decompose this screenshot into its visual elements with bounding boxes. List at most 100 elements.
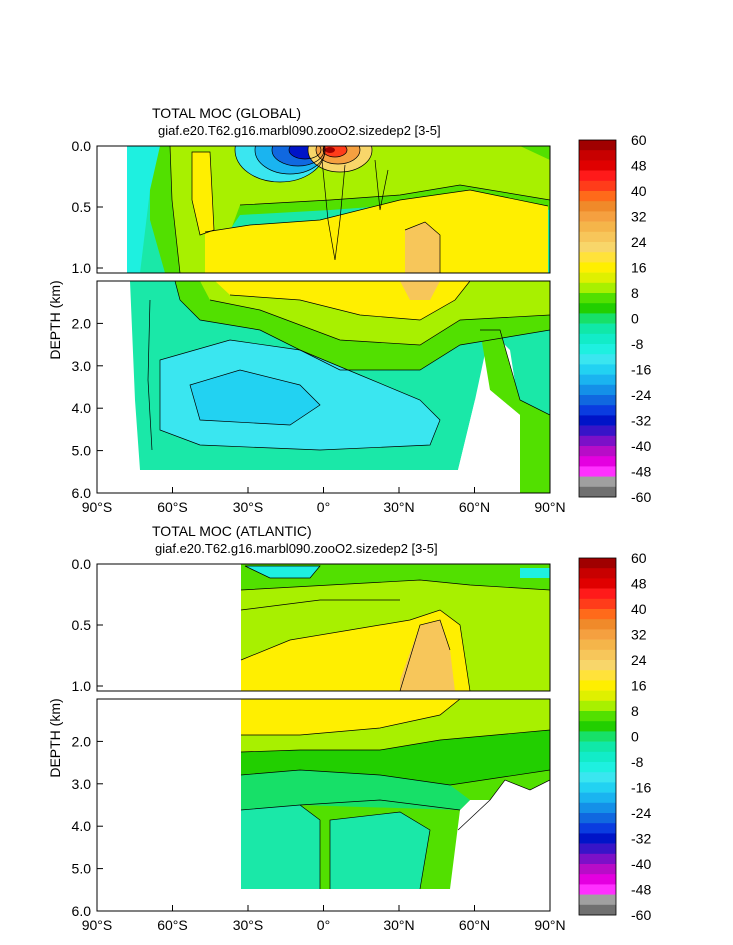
x-tick-label: 90°N	[534, 917, 565, 933]
global-upper-yellow-cell	[205, 190, 548, 273]
colorbar-swatch	[579, 313, 616, 324]
colorbar-swatch	[579, 211, 616, 222]
colorbar-label: -8	[631, 754, 644, 770]
colorbar-swatch	[579, 170, 616, 182]
colorbar-swatch	[579, 364, 616, 375]
colorbar-swatch	[579, 629, 616, 640]
global-panel: TOTAL MOC (GLOBAL) giaf.e20.T62.g16.marb…	[47, 105, 566, 515]
y-tick-label: 2.0	[72, 315, 92, 331]
colorbar-label: -40	[631, 856, 651, 872]
atlantic-lower-yellow-cell	[241, 699, 460, 735]
colorbar-label: 60	[631, 550, 647, 566]
atlantic-upper-frame	[96, 563, 551, 692]
y-tick-label: 3.0	[72, 776, 92, 792]
y-tick-label: 4.0	[72, 818, 92, 834]
colorbar-swatch	[579, 772, 616, 783]
colorbar-swatch	[579, 741, 616, 753]
colorbar-swatch	[579, 476, 616, 488]
colorbar-label: -16	[631, 362, 651, 378]
colorbar-swatch	[579, 802, 616, 814]
colorbar-label: 40	[631, 601, 647, 617]
x-tick-label: 30°N	[383, 499, 414, 515]
x-tick-label: 30°S	[233, 917, 264, 933]
global-upper-orange-core	[405, 222, 440, 273]
colorbar-label: 32	[631, 209, 647, 225]
colorbar-label: 60	[631, 132, 647, 148]
y-tick-label: 0.5	[72, 199, 92, 215]
global-pos-gyre-peak	[325, 147, 335, 153]
colorbar-swatch	[579, 333, 616, 345]
colorbar-swatch	[579, 731, 616, 742]
colorbar-label: -32	[631, 413, 651, 429]
colorbar-swatch	[579, 568, 616, 579]
x-tick-label: 60°S	[157, 499, 188, 515]
colorbar-swatch	[579, 792, 616, 804]
colorbar-swatch	[579, 904, 616, 916]
colorbar-swatch	[579, 670, 616, 681]
x-tick-label: 60°N	[459, 499, 490, 515]
colorbar-swatch	[579, 293, 616, 304]
y-tick-label: 3.0	[72, 358, 92, 374]
atlantic-lower-bottom-white	[241, 889, 458, 911]
colorbar-swatch	[579, 680, 616, 691]
x-tick-label: 90°N	[534, 499, 565, 515]
colorbar-swatch	[579, 395, 616, 406]
colorbar-swatch	[579, 762, 616, 773]
colorbar-global: 60 48 40 32 24 16 8 0 -8 -16 -24 -32 -40 -48 -60	[578, 132, 651, 505]
colorbar-frame	[578, 139, 617, 498]
colorbar-swatch	[579, 466, 616, 477]
y-tick-label: 5.0	[72, 443, 92, 459]
colorbar-swatch	[579, 180, 616, 192]
atlantic-subtitle: giaf.e20.T62.g16.marbl090.zooO2.sizedep2…	[155, 541, 438, 556]
global-lower-plot	[97, 281, 550, 493]
colorbar-swatch	[579, 619, 616, 630]
colorbar-swatch	[579, 782, 616, 793]
colorbar-label: -40	[631, 438, 651, 454]
colorbar-label: 16	[631, 260, 647, 276]
colorbar-swatch	[579, 833, 616, 844]
colorbar-swatch	[579, 813, 616, 824]
colorbar-swatch	[579, 374, 616, 386]
colorbar-frame	[578, 557, 617, 916]
colorbar-swatch	[579, 140, 616, 151]
y-tick-label: 1.0	[72, 260, 92, 276]
y-tick-label: 0.5	[72, 617, 92, 633]
colorbar-label: -24	[631, 387, 651, 403]
colorbar-label: -8	[631, 336, 644, 352]
colorbar-swatch	[579, 853, 616, 865]
global-subtitle: giaf.e20.T62.g16.marbl090.zooO2.sizedep2…	[158, 123, 441, 138]
colorbar-label: 24	[631, 652, 647, 668]
atlantic-lower-green-mid	[241, 730, 550, 785]
x-tick-label: 60°S	[157, 917, 188, 933]
colorbar-label: 24	[631, 234, 647, 250]
colorbar-label: -32	[631, 831, 651, 847]
colorbar-swatch	[579, 384, 616, 396]
colorbar-label: 32	[631, 627, 647, 643]
colorbar-label: -48	[631, 882, 651, 898]
colorbar-swatch	[579, 843, 616, 855]
colorbar-swatch	[579, 415, 616, 426]
colorbar-label: 16	[631, 678, 647, 694]
y-tick-label: 6.0	[72, 485, 92, 501]
atlantic-panel: TOTAL MOC (ATLANTIC) giaf.e20.T62.g16.ma…	[47, 523, 566, 933]
atlantic-lower-cyan-cell-right	[330, 812, 430, 889]
y-tick-label: 0.0	[72, 138, 92, 154]
colorbar-swatch	[579, 598, 616, 610]
colorbar-swatch	[579, 354, 616, 365]
x-tick-label: 30°S	[233, 499, 264, 515]
colorbar-swatch	[579, 405, 616, 416]
y-tick-label: 2.0	[72, 733, 92, 749]
colorbar-swatch	[579, 823, 616, 834]
colorbar-label: 8	[631, 703, 639, 719]
colorbar-swatch	[579, 558, 616, 569]
colorbar-swatch	[579, 864, 616, 875]
global-ylabel: DEPTH (km)	[47, 280, 63, 359]
colorbar-swatch	[579, 639, 616, 651]
colorbar-label: -60	[631, 489, 651, 505]
global-lower-bottom-white	[97, 470, 458, 493]
colorbar-label: 48	[631, 576, 647, 592]
global-axis-ticks: 90°S 60°S 30°S 0° 30°N 60°N 90°N 0.0 0.5 1.0 2.0 3.…	[72, 138, 566, 515]
colorbar-swatch	[579, 700, 616, 712]
x-tick-label: 30°N	[383, 917, 414, 933]
atlantic-lower-cyan-cell-left	[241, 805, 320, 889]
